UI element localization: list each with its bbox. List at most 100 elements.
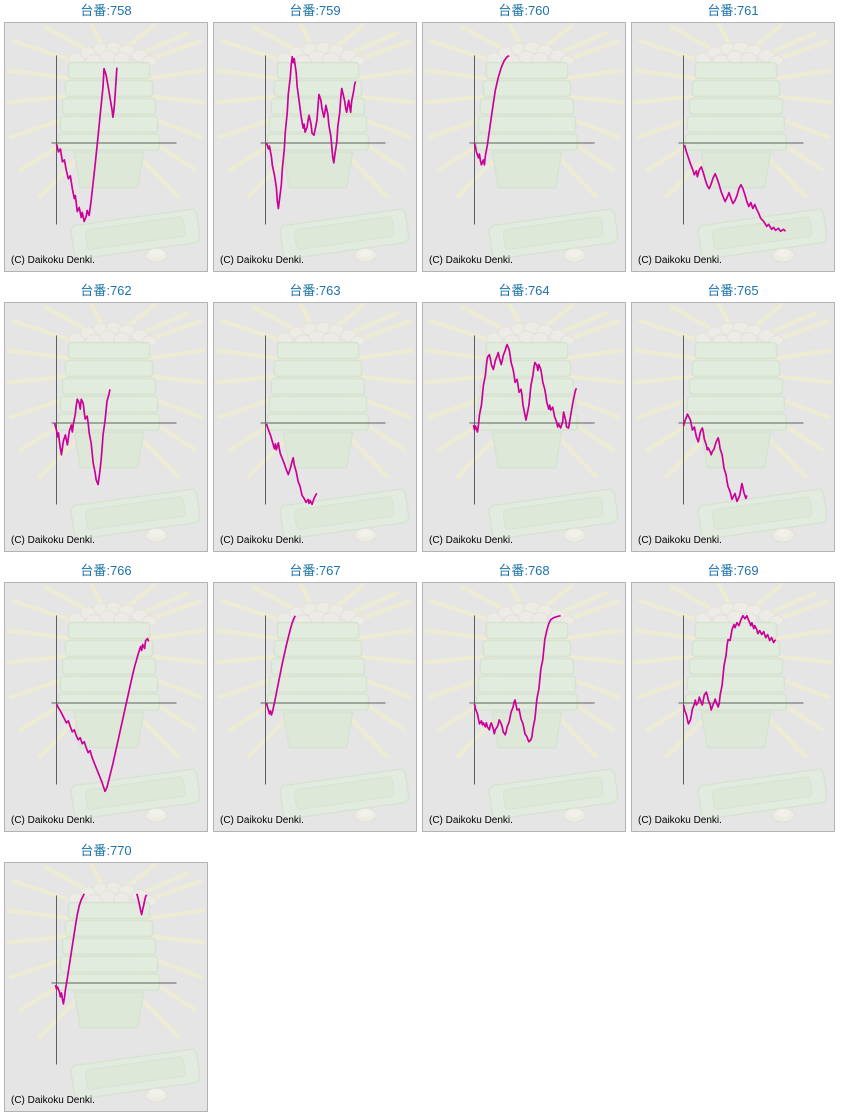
machine-title: 台番:768 [498,563,550,578]
machine-cell: 台番:766 (C) Daikoku Denki. [4,562,208,832]
machine-cell: 台番:767 (C) Daikoku Denki. [213,562,417,832]
pachinko-watermark-image [632,303,834,545]
pachinko-watermark-image [632,23,834,265]
copyright-label: (C) Daikoku Denki. [429,255,513,266]
chart-axes [678,55,804,225]
pachinko-watermark-image [5,863,207,1105]
slump-chart [632,583,834,825]
slump-chart-panel: (C) Daikoku Denki. [422,302,626,552]
copyright-label: (C) Daikoku Denki. [429,535,513,546]
slump-chart [214,23,416,265]
copyright-label: (C) Daikoku Denki. [11,1095,95,1106]
slump-line [55,67,118,223]
pachinko-watermark-image [423,23,625,265]
slump-chart [632,303,834,545]
machine-title: 台番:769 [707,563,759,578]
copyright-label: (C) Daikoku Denki. [11,815,95,826]
machine-title: 台番:770 [80,843,132,858]
slump-line [265,55,357,210]
slump-line [473,54,510,166]
pachinko-watermark-image [423,303,625,545]
machine-title: 台番:759 [289,3,341,18]
machine-cell: 台番:761 (C) Daikoku Denki. [631,2,835,272]
slump-chart [5,303,207,545]
copyright-label: (C) Daikoku Denki. [429,815,513,826]
copyright-label: (C) Daikoku Denki. [638,815,722,826]
chart-axes [51,615,177,785]
machine-cell: 台番:758 (C) Daikoku Denki. [4,2,208,272]
slump-chart-panel: (C) Daikoku Denki. [422,22,626,272]
slump-chart [5,863,207,1105]
slump-chart-panel: (C) Daikoku Denki. [213,302,417,552]
pachinko-watermark-image [5,583,207,825]
machine-title: 台番:767 [289,563,341,578]
chart-axes [469,335,595,505]
slump-chart [214,303,416,545]
slump-chart-panel: (C) Daikoku Denki. [213,22,417,272]
slump-chart [423,583,625,825]
pachinko-watermark-image [423,583,625,825]
pachinko-watermark-image [632,583,834,825]
machine-cell: 台番:770 (C) Daikoku Denki. [4,842,208,1112]
copyright-label: (C) Daikoku Denki. [220,255,304,266]
slump-chart [423,23,625,265]
slump-chart-panel: (C) Daikoku Denki. [422,582,626,832]
machine-title: 台番:760 [498,3,550,18]
copyright-label: (C) Daikoku Denki. [11,535,95,546]
pachinko-watermark-image [5,303,207,545]
slump-line [265,615,296,716]
machine-cell: 台番:765 (C) Daikoku Denki. [631,282,835,552]
machine-title: 台番:765 [707,283,759,298]
chart-axes [51,895,177,1065]
machine-cell: 台番:760 (C) Daikoku Denki. [422,2,626,272]
chart-axes [260,615,386,785]
slump-line [473,614,561,743]
slump-chart [214,583,416,825]
slump-line [53,389,111,486]
copyright-label: (C) Daikoku Denki. [638,255,722,266]
chart-axes [678,615,804,785]
slump-chart [5,583,207,825]
slump-chart-panel: (C) Daikoku Denki. [4,582,208,832]
chart-axes [260,55,386,225]
copyright-label: (C) Daikoku Denki. [638,535,722,546]
slump-chart [632,23,834,265]
copyright-label: (C) Daikoku Denki. [11,255,95,266]
slump-chart-panel: (C) Daikoku Denki. [4,862,208,1112]
pachinko-watermark-image [214,583,416,825]
pachinko-watermark-image [214,23,416,265]
slump-line [55,637,150,793]
slump-chart-panel: (C) Daikoku Denki. [631,22,835,272]
slump-line [682,614,777,725]
machine-title: 台番:766 [80,563,132,578]
chart-axes [469,615,595,785]
copyright-label: (C) Daikoku Denki. [220,815,304,826]
slump-line [265,423,318,506]
machine-cell: 台番:763 (C) Daikoku Denki. [213,282,417,552]
machine-title: 台番:758 [80,3,132,18]
slump-line [683,144,787,233]
machine-cell: 台番:764 (C) Daikoku Denki. [422,282,626,552]
machine-cell: 台番:762 (C) Daikoku Denki. [4,282,208,552]
pachinko-watermark-image [5,23,207,265]
machine-title: 台番:763 [289,283,341,298]
machine-title: 台番:762 [80,283,132,298]
chart-axes [260,335,386,505]
slump-chart [5,23,207,265]
machine-cell: 台番:768 (C) Daikoku Denki. [422,562,626,832]
pachinko-watermark-image [214,303,416,545]
chart-axes [678,335,804,505]
slump-chart [423,303,625,545]
chart-axes [51,335,177,505]
slump-line [682,413,748,503]
chart-axes [469,55,595,225]
slump-chart-panel: (C) Daikoku Denki. [631,302,835,552]
machine-title: 台番:764 [498,283,550,298]
slump-line [472,343,578,433]
chart-axes [51,55,177,225]
slump-chart-panel: (C) Daikoku Denki. [4,302,208,552]
slump-chart-panel: (C) Daikoku Denki. [631,582,835,832]
slump-line [54,893,148,1005]
slump-chart-panel: (C) Daikoku Denki. [4,22,208,272]
